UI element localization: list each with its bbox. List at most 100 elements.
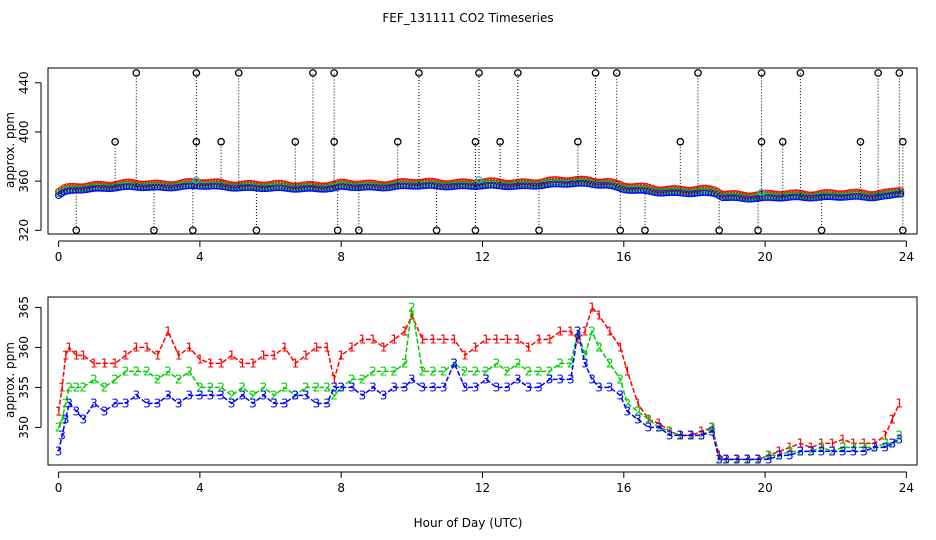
outlier-mid-point — [574, 137, 582, 146]
series-3-marker: 3 — [722, 452, 730, 466]
series-3-marker: 3 — [733, 452, 741, 466]
series-3-marker: 3 — [588, 372, 596, 386]
series-3-marker: 3 — [567, 372, 575, 386]
series-2-marker: 2 — [408, 300, 416, 314]
series-3-marker: 3 — [786, 448, 794, 462]
series-2-marker: 2 — [323, 380, 331, 394]
series-3-marker: 3 — [666, 428, 674, 442]
series-3-marker: 3 — [143, 396, 151, 410]
series-1-marker: 1 — [503, 332, 511, 346]
series-1-marker: 1 — [122, 348, 130, 362]
series-1-marker: 1 — [645, 412, 653, 426]
series-1-marker: 1 — [185, 340, 193, 354]
y-tick-label: 360 — [17, 170, 31, 193]
series-2-marker: 2 — [196, 380, 204, 394]
series-3-marker: 3 — [313, 396, 321, 410]
x-tick-label: 16 — [616, 481, 631, 495]
series-1-marker: 1 — [207, 356, 215, 370]
series-2-marker: 2 — [482, 364, 490, 378]
outlier-high-point — [234, 69, 243, 77]
series-3-marker: 3 — [881, 440, 889, 454]
series-3-marker: 3 — [581, 356, 589, 370]
series-2-marker: 2 — [567, 356, 575, 370]
series-3-marker: 3 — [291, 388, 299, 402]
outlier-mid-point — [217, 137, 225, 146]
series-2-marker: 2 — [493, 356, 501, 370]
series-3-marker: 3 — [525, 380, 533, 394]
trace-point-blue — [897, 190, 905, 198]
series-3-marker: 3 — [164, 388, 172, 402]
series-2-marker: 2 — [645, 412, 653, 426]
series-2-marker: 2 — [80, 380, 88, 394]
outlier-low-point — [188, 226, 197, 235]
series-1-marker: 1 — [807, 440, 815, 454]
series-1-marker: 1 — [132, 340, 140, 354]
bottom-panel-y-label: approx. ppm — [3, 342, 17, 418]
top-panel: 0 4 8 12 16 20 24 320 360 400 440 — [17, 67, 918, 264]
series-1-marker: 1 — [419, 332, 427, 346]
series-2-marker: 2 — [380, 364, 388, 378]
series-2-marker: 2 — [122, 364, 130, 378]
series-3-marker: 3 — [634, 412, 642, 426]
series-2-marker: 2 — [302, 380, 310, 394]
series-2-marker: 2 — [359, 372, 367, 386]
series-3-marker: 3 — [228, 396, 236, 410]
series-2-marker: 2 — [228, 388, 236, 402]
series-2-marker: 2 — [461, 364, 469, 378]
outlier-mid-point — [393, 137, 402, 146]
outlier-high-point — [475, 69, 483, 77]
series-3-marker: 3 — [765, 452, 773, 466]
series-3-marker: 3 — [624, 404, 632, 418]
series-1-marker: 1 — [860, 436, 868, 450]
series-3-marker: 3 — [754, 452, 762, 466]
series-3-marker: 3 — [249, 396, 257, 410]
series-3-marker: 3 — [132, 388, 140, 402]
series-3-marker: 3 — [535, 380, 543, 394]
x-tick-label: 12 — [475, 481, 490, 495]
series-1-marker: 1 — [525, 340, 533, 354]
outlier-low-point — [252, 226, 261, 235]
series-2-marker: 2 — [111, 372, 119, 386]
series-1-marker: 1 — [493, 332, 501, 346]
series-2-marker: 2 — [401, 356, 409, 370]
series-1-marker: 1 — [440, 332, 448, 346]
outlier-low-point — [333, 226, 342, 235]
series-3-marker: 3 — [698, 428, 706, 442]
series-2-marker: 2 — [616, 372, 624, 386]
series-3-marker: 3 — [556, 372, 564, 386]
series-2-marker: 2 — [450, 356, 458, 370]
outlier-mid-point — [111, 137, 119, 146]
series-1-marker: 1 — [482, 332, 490, 346]
outlier-low-point — [715, 226, 724, 235]
series-3-marker: 3 — [482, 372, 490, 386]
series-2-marker: 2 — [281, 380, 289, 394]
outlier-low-point — [355, 226, 363, 235]
series-3-marker: 3 — [818, 444, 826, 458]
series-2-marker: 2 — [896, 428, 904, 442]
series-1-marker: 1 — [291, 356, 299, 370]
series-3-marker: 3 — [645, 420, 653, 434]
series-1-marker: 1 — [313, 340, 321, 354]
series-2-marker: 2 — [337, 380, 345, 394]
series-3-marker: 3 — [302, 388, 310, 402]
series-2-marker: 2 — [503, 364, 511, 378]
series-2-marker: 2 — [348, 372, 356, 386]
series-3-marker: 3 — [154, 396, 162, 410]
series-3-marker: 3 — [185, 388, 193, 402]
series-3-marker: 3 — [72, 404, 80, 418]
series-2-marker: 2 — [62, 396, 70, 410]
series-2-marker: 2 — [786, 444, 794, 458]
series-3-marker: 3 — [260, 388, 268, 402]
series-2-marker: 2 — [860, 440, 868, 454]
series-3-marker: 3 — [90, 396, 98, 410]
y-tick-label: 355 — [17, 376, 31, 399]
series-3-marker: 3 — [369, 380, 377, 394]
series-2-marker: 2 — [634, 404, 642, 418]
series-2-marker: 2 — [58, 412, 66, 426]
series-2-marker: 2 — [207, 380, 215, 394]
x-axis-label: Hour of Day (UTC) — [414, 516, 523, 530]
series-1-marker: 1 — [775, 444, 783, 458]
series-1-marker: 1 — [655, 416, 663, 430]
series-3-marker: 3 — [429, 380, 437, 394]
